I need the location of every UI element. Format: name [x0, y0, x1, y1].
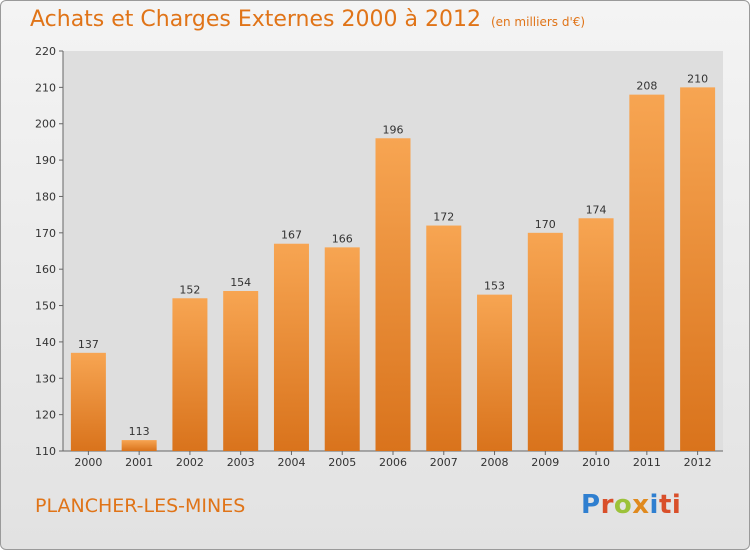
value-label: 153 [484, 280, 505, 293]
bar-2012 [680, 87, 716, 451]
logo-letter: x [632, 490, 650, 520]
bar-2006 [375, 138, 411, 452]
value-label: 170 [535, 218, 556, 231]
logo-letter: o [613, 490, 633, 520]
y-tick-label: 130 [35, 372, 56, 385]
value-label: 154 [230, 276, 251, 289]
value-label: 172 [433, 211, 454, 224]
x-tick-label: 2001 [125, 456, 153, 469]
bar-2000 [70, 352, 106, 451]
y-tick-label: 110 [35, 445, 56, 458]
chart-title-text: Achats et Charges Externes 2000 à 2012 [30, 7, 481, 32]
bar-2010 [578, 218, 614, 451]
value-label: 137 [78, 338, 99, 351]
x-tick-label: 2009 [531, 456, 559, 469]
value-label: 196 [383, 123, 404, 136]
bar-2009 [527, 232, 563, 451]
x-tick-label: 2006 [379, 456, 407, 469]
y-tick-label: 120 [35, 409, 56, 422]
value-label: 166 [332, 232, 353, 245]
bar-2011 [629, 94, 665, 452]
x-tick-label: 2004 [277, 456, 305, 469]
y-tick-label: 150 [35, 300, 56, 313]
y-tick-label: 140 [35, 336, 56, 349]
x-tick-label: 2005 [328, 456, 356, 469]
logo-letter: P [581, 490, 601, 520]
y-tick-label: 220 [35, 45, 56, 58]
value-label: 210 [687, 72, 708, 85]
bar-2007 [426, 225, 462, 451]
bar-2008 [477, 294, 513, 451]
x-tick-label: 2000 [74, 456, 102, 469]
y-tick-label: 210 [35, 81, 56, 94]
value-label: 152 [179, 283, 200, 296]
logo-letter: ti [658, 490, 682, 520]
value-label: 174 [586, 203, 607, 216]
y-tick-label: 200 [35, 118, 56, 131]
value-label: 208 [636, 80, 657, 93]
x-tick-label: 2007 [430, 456, 458, 469]
bar-2005 [324, 247, 360, 451]
logo-letter: i [649, 490, 659, 520]
x-tick-label: 2012 [684, 456, 712, 469]
x-tick-label: 2011 [633, 456, 661, 469]
bar-2004 [273, 243, 309, 451]
x-tick-label: 2002 [176, 456, 204, 469]
y-tick-label: 190 [35, 154, 56, 167]
value-label: 167 [281, 229, 302, 242]
city-name: PLANCHER-LES-MINES [35, 495, 246, 517]
proxiti-logo: Proxiti [581, 490, 681, 520]
bar-2001 [121, 440, 157, 451]
y-tick-label: 180 [35, 190, 56, 203]
bar-2002 [172, 298, 208, 451]
value-label: 113 [129, 425, 150, 438]
chart-title: Achats et Charges Externes 2000 à 2012 (e… [30, 7, 585, 32]
chart-subtitle: (en milliers d'€) [490, 15, 586, 29]
x-tick-label: 2010 [582, 456, 610, 469]
x-tick-label: 2003 [227, 456, 255, 469]
y-tick-label: 160 [35, 263, 56, 276]
logo-letter: r [600, 490, 614, 520]
x-tick-label: 2008 [481, 456, 509, 469]
bar-2003 [223, 291, 259, 451]
y-tick-label: 170 [35, 227, 56, 240]
